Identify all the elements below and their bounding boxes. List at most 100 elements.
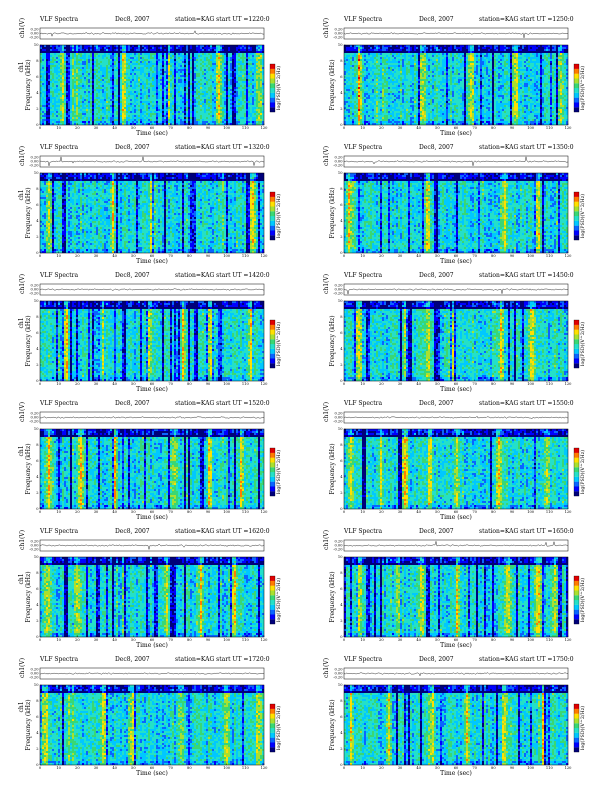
x-tick-label: 60 xyxy=(150,766,155,770)
y-tick-label: 10 xyxy=(338,427,343,431)
chart-title: VLF Spectra xyxy=(343,656,383,663)
x-tick-label: 10 xyxy=(56,766,61,770)
channel-axis-label: ch1 xyxy=(18,61,25,72)
y-tick-label: 2 xyxy=(340,491,342,495)
ch1-tick-label: 0.20 xyxy=(30,412,39,416)
y-tick-label: 10 xyxy=(338,555,343,559)
y-tick-label: 6 xyxy=(340,203,343,207)
y-tick-label: 0 xyxy=(36,507,39,511)
x-tick-label: 90 xyxy=(510,382,515,386)
channel-axis-label: ch1 xyxy=(18,189,25,200)
colorbar-label: log(PSD)(V^2/Hz) xyxy=(579,706,586,750)
spectrogram-chart: VLF Spectra Dec8, 2007 station=KAG start U… xyxy=(323,16,586,137)
chart-station-start: station=KAG start UT =1220:0 xyxy=(175,16,270,23)
x-tick-label: 50 xyxy=(435,510,440,514)
ch1-trace-line xyxy=(343,540,569,547)
channel-axis-label: ch1 xyxy=(18,701,25,712)
spectrogram-heatmap xyxy=(40,173,265,254)
x-tick-label: 90 xyxy=(206,510,211,514)
colorbar xyxy=(269,63,276,113)
x-tick-label: 110 xyxy=(242,510,250,514)
y-tick-label: 2 xyxy=(340,747,342,751)
x-axis-label: Time (sec) xyxy=(440,130,472,137)
frequency-axis-label: Frequency (kHz) xyxy=(25,571,32,622)
chart-station-start: station=KAG start UT =1650:0 xyxy=(479,528,574,535)
x-tick-label: 110 xyxy=(242,382,250,386)
chart-title: VLF Spectra xyxy=(39,400,79,407)
x-tick-label: 100 xyxy=(223,254,231,258)
frequency-axis-label: Frequency (kHz) xyxy=(25,59,32,110)
y-tick-label: 0 xyxy=(36,251,39,255)
spectrogram-chart: VLF Spectra Dec8, 2007 station=KAG start U… xyxy=(18,528,282,649)
x-axis-label: Time (sec) xyxy=(136,642,168,649)
spectrogram-heatmap xyxy=(344,685,569,766)
colorbar xyxy=(269,447,276,497)
chart-date: Dec8, 2007 xyxy=(419,656,454,663)
x-tick-label: 70 xyxy=(168,638,173,642)
y-tick-label: 10 xyxy=(34,171,39,175)
ch1-tick-label: 0.00 xyxy=(30,416,39,420)
y-tick-label: 2 xyxy=(340,619,342,623)
x-tick-label: 0 xyxy=(39,638,42,642)
y-tick-label: 0 xyxy=(36,379,39,383)
y-tick-label: 8 xyxy=(340,315,343,319)
y-tick-label: 2 xyxy=(36,107,38,111)
y-tick-label: 8 xyxy=(36,315,39,319)
channel-axis-label: ch1 xyxy=(18,573,25,584)
ch1-trace-line xyxy=(39,288,264,291)
x-tick-label: 10 xyxy=(360,382,365,386)
x-tick-label: 90 xyxy=(510,766,515,770)
colorbar-label: log(PSD)(V^2/Hz) xyxy=(275,706,282,750)
chart-date: Dec8, 2007 xyxy=(115,528,150,535)
ch1-trace-frame xyxy=(39,539,265,552)
y-tick-label: 0 xyxy=(36,763,39,767)
x-tick-label: 0 xyxy=(343,766,346,770)
chart-station-start: station=KAG start UT =1750:0 xyxy=(479,656,574,663)
x-tick-label: 0 xyxy=(343,126,346,130)
x-tick-label: 10 xyxy=(56,510,61,514)
x-tick-label: 100 xyxy=(223,638,231,642)
colorbar xyxy=(573,447,580,497)
y-tick-label: 10 xyxy=(34,683,39,687)
x-tick-label: 120 xyxy=(261,510,269,514)
chart-date: Dec8, 2007 xyxy=(419,272,454,279)
x-tick-label: 0 xyxy=(343,382,346,386)
y-tick-label: 8 xyxy=(340,443,343,447)
y-tick-label: 6 xyxy=(36,715,39,719)
x-tick-label: 60 xyxy=(150,382,155,386)
y-tick-label: 6 xyxy=(36,587,39,591)
x-tick-label: 60 xyxy=(454,382,459,386)
x-tick-label: 40 xyxy=(112,254,117,258)
y-tick-label: 8 xyxy=(36,443,39,447)
x-tick-label: 70 xyxy=(168,254,173,258)
x-tick-label: 0 xyxy=(39,510,42,514)
y-tick-label: 8 xyxy=(340,187,343,191)
x-tick-label: 120 xyxy=(261,254,269,258)
x-tick-label: 110 xyxy=(546,510,554,514)
chart-date: Dec8, 2007 xyxy=(419,400,454,407)
x-tick-label: 50 xyxy=(131,382,136,386)
chart-station-start: station=KAG start UT =1550:0 xyxy=(479,400,574,407)
y-tick-label: 2 xyxy=(36,747,38,751)
x-tick-label: 20 xyxy=(75,766,80,770)
x-tick-label: 20 xyxy=(379,254,384,258)
x-tick-label: 100 xyxy=(527,510,535,514)
frequency-axis-label: Frequency (kHz) xyxy=(25,187,32,238)
y-tick-label: 6 xyxy=(36,75,39,79)
y-tick-label: 2 xyxy=(36,363,38,367)
ch1-tick-label: -0.20 xyxy=(333,676,343,680)
ch1-tick-label: 0.00 xyxy=(334,416,343,420)
spectrogram-chart: VLF Spectra Dec8, 2007 station=KAG start U… xyxy=(323,656,586,777)
x-axis-label: Time (sec) xyxy=(136,514,168,521)
x-tick-label: 90 xyxy=(510,638,515,642)
x-tick-label: 110 xyxy=(546,126,554,130)
ch1-tick-label: 0.20 xyxy=(334,284,343,288)
x-tick-label: 50 xyxy=(131,254,136,258)
x-tick-label: 100 xyxy=(223,766,231,770)
ch1-axis-label: ch1(V) xyxy=(323,530,330,550)
colorbar xyxy=(573,63,580,113)
ch1-tick-label: 0.00 xyxy=(334,544,343,548)
ch1-tick-label: 0.00 xyxy=(30,288,39,292)
x-tick-label: 40 xyxy=(112,510,117,514)
x-tick-label: 60 xyxy=(454,766,459,770)
